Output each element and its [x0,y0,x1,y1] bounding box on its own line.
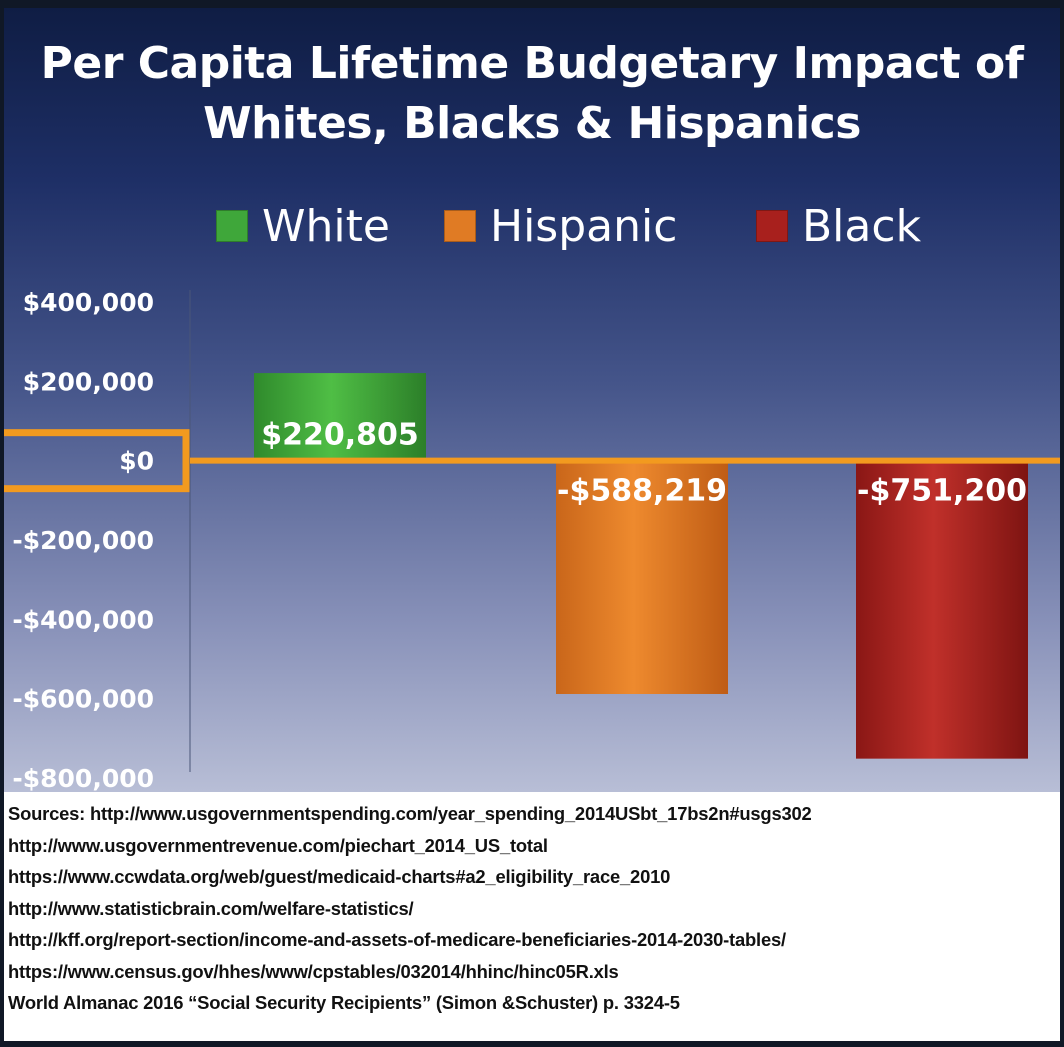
bar-black [856,460,1028,759]
y-tick-label: $400,000 [23,288,154,317]
legend-label-black: Black [802,200,922,252]
zero-label-highlight-box [4,429,190,493]
bar-plot: $400,000 $200,000 $0 -$200,000 -$400,000… [4,288,1060,792]
legend-swatch-black [756,210,788,242]
chart-title: Per Capita Lifetime Budgetary Impact of … [4,34,1060,154]
source-line: http://www.statisticbrain.com/welfare-st… [8,897,414,919]
legend-label-hispanic: Hispanic [490,200,678,252]
source-line: https://www.ccwdata.org/web/guest/medica… [8,866,671,887]
chart-area: Per Capita Lifetime Budgetary Impact of … [4,8,1060,792]
bar-value-label-white: $220,805 [261,418,419,453]
legend-item-white: White [216,196,390,256]
legend-item-black: Black [756,196,921,256]
y-tick-label: -$400,000 [12,605,154,634]
y-tick-label: -$600,000 [12,685,154,714]
y-tick-label: -$800,000 [12,764,154,792]
source-line: http://kff.org/report-section/income-and… [8,929,786,950]
sources-list: Sources: http://www.usgovernmentspending… [8,798,1058,1019]
source-line: World Almanac 2016 “Social Security Reci… [8,992,680,1013]
y-tick-label: $200,000 [23,367,154,396]
chart-title-line-2: Whites, Blacks & Hispanics [203,98,861,149]
y-tick-label: $0 [119,447,154,476]
bar-value-label-hispanic: -$588,219 [557,474,727,509]
source-line: Sources: http://www.usgovernmentspending… [8,803,812,824]
legend-swatch-hispanic [444,210,476,242]
chart-panel: Per Capita Lifetime Budgetary Impact of … [4,8,1060,1041]
chart-legend: White Hispanic Black [4,196,1060,256]
legend-item-hispanic: Hispanic [444,196,677,256]
source-line: http://www.usgovernmentrevenue.com/piech… [8,834,548,856]
bar-white [254,373,426,461]
bar-value-label-black: -$751,200 [857,474,1027,509]
source-line: https://www.census.gov/hhes/www/cpstable… [8,960,619,982]
y-tick-labels: $400,000 $200,000 $0 -$200,000 -$400,000… [12,288,154,792]
bar-hispanic [556,460,728,694]
chart-title-line-1: Per Capita Lifetime Budgetary Impact of [40,38,1024,89]
legend-label-white: White [262,200,390,252]
legend-swatch-white [216,210,248,242]
y-tick-label: -$200,000 [12,526,154,555]
